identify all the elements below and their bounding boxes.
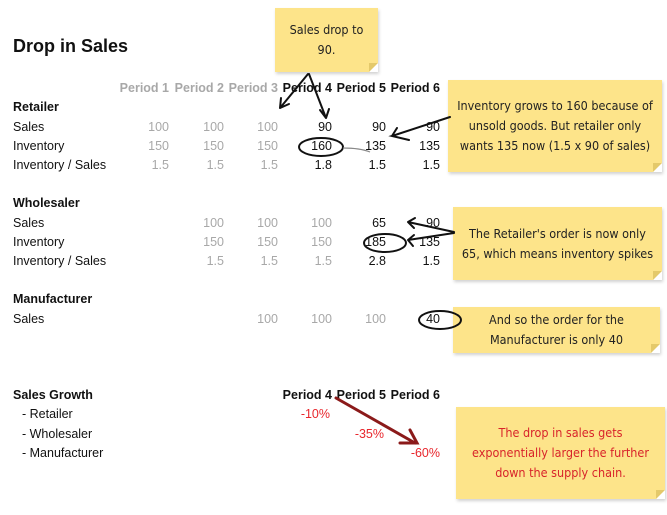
table-cell: 1.5: [151, 158, 169, 172]
column-header-period-6: Period 6: [390, 81, 440, 95]
table-cell: 150: [257, 235, 278, 249]
row-label: Sales: [13, 216, 45, 230]
table-cell: 150: [203, 235, 224, 249]
table-cell: 90: [372, 120, 386, 134]
growth-cell: -35%: [354, 426, 384, 441]
sticky-note-retailer-order: The Retailer's order is now only 65, whi…: [453, 207, 662, 280]
section-header: Wholesaler: [13, 196, 80, 210]
column-header: Period 6: [390, 388, 440, 402]
table-cell: 135: [419, 235, 440, 249]
sticky-note-inventory: Inventory grows to 160 because of unsold…: [448, 80, 662, 172]
table-cell: 100: [203, 120, 224, 134]
table-cell: 150: [257, 139, 278, 153]
table-cell: 100: [257, 312, 278, 326]
row-label: - Wholesaler: [22, 426, 93, 441]
table-cell: 100: [365, 312, 386, 326]
table-cell: 150: [203, 139, 224, 153]
column-header: Period 4: [282, 388, 332, 402]
row-label: Sales: [13, 120, 45, 134]
row-label: Inventory: [13, 139, 65, 153]
table-cell: 160: [311, 139, 332, 153]
table-cell: 100: [311, 312, 332, 326]
column-header-period-2: Period 2: [174, 81, 224, 95]
section-header: Manufacturer: [13, 292, 93, 306]
section-header: Retailer: [13, 100, 59, 114]
column-header-period-4: Period 4: [282, 81, 332, 95]
table-cell: 90: [426, 216, 440, 230]
table-cell: 90: [318, 120, 332, 134]
section-header: Sales Growth: [13, 388, 93, 402]
table-cell: 1.5: [206, 254, 224, 268]
table-cell: 1.8: [314, 158, 332, 172]
page-title: Drop in Sales: [13, 36, 129, 56]
table-cell: 40: [426, 312, 440, 326]
table-cell: 100: [311, 216, 332, 230]
row-label: Inventory: [13, 235, 65, 249]
table-cell: 100: [257, 216, 278, 230]
table-cell: 185: [365, 235, 386, 249]
column-header-period-1: Period 1: [119, 81, 169, 95]
column-header-period-5: Period 5: [336, 81, 386, 95]
table-cell: 1.5: [260, 158, 278, 172]
table-cell: 1.5: [206, 158, 224, 172]
row-label: - Manufacturer: [22, 446, 104, 460]
table-cell: 2.8: [368, 254, 386, 268]
table-cell: 1.5: [260, 254, 278, 268]
sticky-note-sales-drop: Sales drop to 90.: [275, 8, 378, 72]
table-cell: 1.5: [422, 254, 440, 268]
table-cell: 100: [148, 120, 169, 134]
table-cell: 100: [203, 216, 224, 230]
growth-cell: -60%: [410, 446, 440, 460]
table-cell: 90: [426, 120, 440, 134]
table-cell: 150: [148, 139, 169, 153]
table-cell: 1.5: [422, 158, 440, 172]
table-cell: 65: [372, 216, 386, 230]
row-label: Sales: [13, 312, 45, 326]
table-cell: 1.5: [368, 158, 386, 172]
table-cell: 100: [257, 120, 278, 134]
table-cell: 1.5: [314, 254, 332, 268]
table-cell: 135: [419, 139, 440, 153]
column-header-period-3: Period 3: [228, 81, 278, 95]
table-cell: 135: [365, 139, 386, 153]
row-label: Inventory / Sales: [13, 158, 107, 172]
growth-cell: -10%: [300, 407, 330, 421]
table-cell: 150: [311, 235, 332, 249]
sticky-note-manufacturer: And so the order for the Manufacturer is…: [453, 307, 660, 353]
sticky-note-growth: The drop in sales gets exponentially lar…: [456, 407, 665, 499]
row-label: Inventory / Sales: [13, 254, 107, 268]
row-label: - Retailer: [22, 407, 73, 421]
column-header: Period 5: [336, 388, 386, 402]
